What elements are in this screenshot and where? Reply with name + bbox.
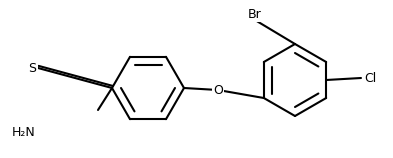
Text: Cl: Cl bbox=[364, 72, 376, 85]
Text: S: S bbox=[28, 61, 36, 75]
Text: Br: Br bbox=[248, 7, 262, 21]
Text: H₂N: H₂N bbox=[12, 125, 36, 139]
Text: O: O bbox=[213, 83, 223, 97]
